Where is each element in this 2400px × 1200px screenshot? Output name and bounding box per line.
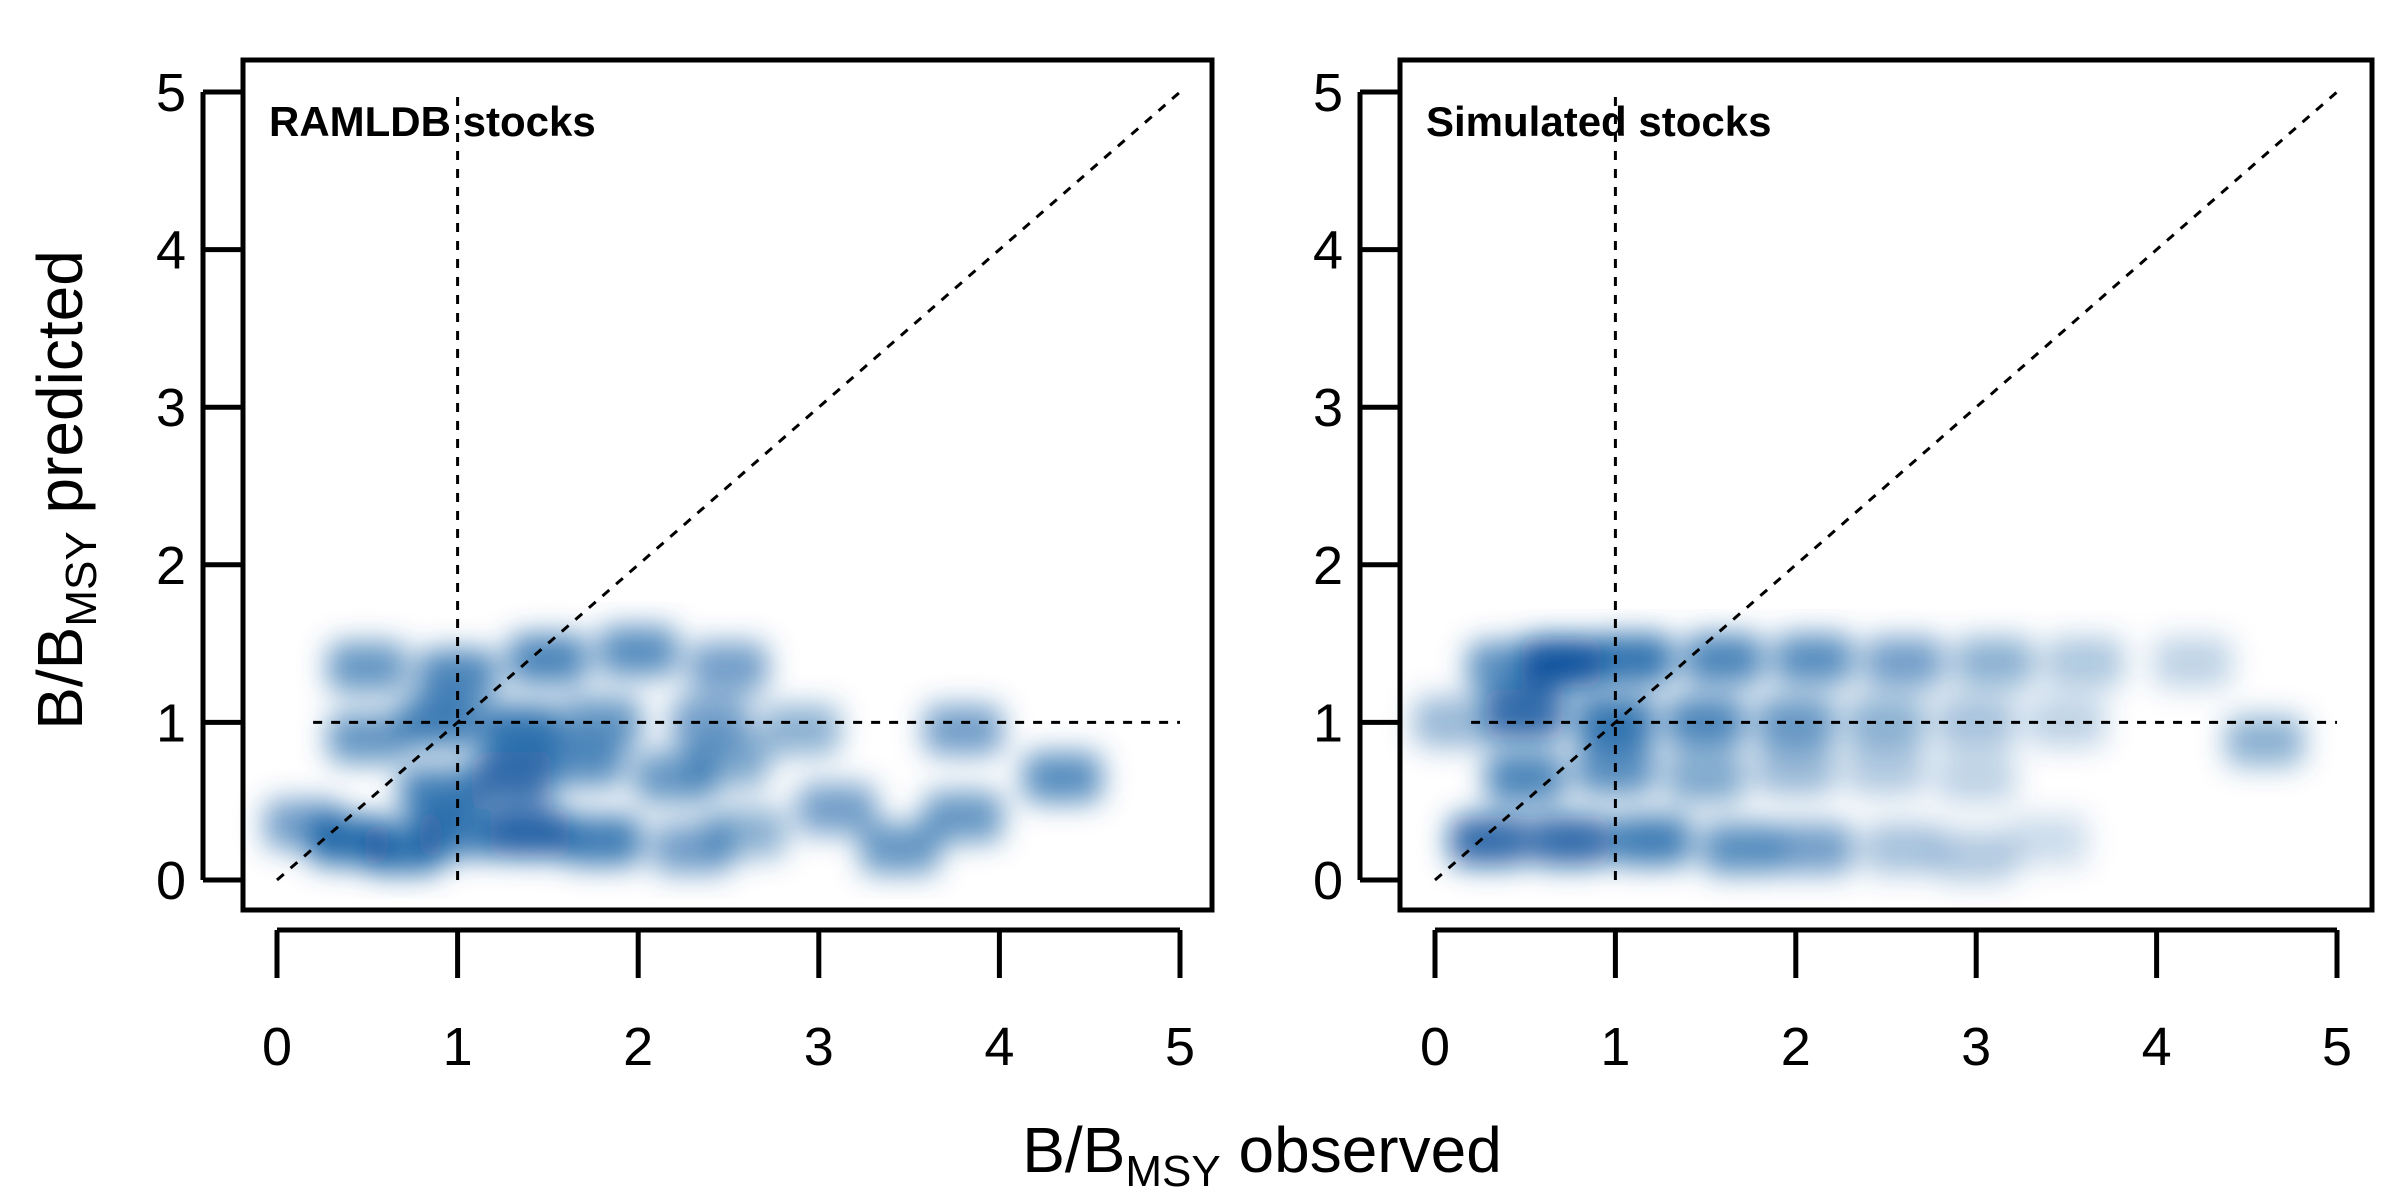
- density-cell: [1756, 744, 1836, 795]
- x-tick-label: 3: [804, 1017, 834, 1077]
- density-cell: [472, 752, 552, 803]
- y-tick-label: 5: [1313, 63, 1343, 123]
- y-tick-label: 1: [156, 693, 186, 753]
- density-cell: [1467, 642, 1547, 693]
- y-axis-title-subscript: MSY: [57, 531, 106, 626]
- x-axis-title-main: B/B: [1022, 1114, 1125, 1186]
- density-cell: [706, 807, 787, 858]
- density-cell: [264, 799, 344, 851]
- y-axis-title-main: B/B: [24, 627, 96, 730]
- density-heatmap: [264, 626, 1103, 874]
- density-cell: [1665, 752, 1746, 803]
- density-cell: [544, 736, 624, 788]
- density-cell: [1954, 637, 2034, 688]
- density-cell: [508, 634, 588, 685]
- density-heatmap: [1413, 634, 2305, 882]
- density-cell: [1774, 634, 1854, 685]
- reference-lines: [1434, 90, 2338, 882]
- density-cell: [327, 712, 408, 764]
- y-tick-label: 2: [1313, 536, 1343, 596]
- density-cell: [1864, 637, 1944, 688]
- x-axis: 0 1 2 3 4 5: [1420, 927, 2352, 1077]
- x-axis-title: B/BMSY observed: [1022, 1114, 1502, 1196]
- density-cell: [761, 705, 841, 756]
- y-tick-label: 0: [1313, 851, 1343, 911]
- density-cell: [1864, 823, 1944, 874]
- x-tick-label: 1: [1600, 1017, 1630, 1077]
- y-tick-label: 2: [156, 536, 186, 596]
- density-cell: [417, 807, 498, 858]
- density-cell: [860, 823, 940, 874]
- density-cell: [562, 815, 642, 866]
- density-cell: [1530, 815, 1610, 866]
- density-cell: [490, 807, 570, 858]
- density-cell: [1701, 823, 1782, 874]
- y-tick-label: 4: [156, 221, 186, 281]
- density-cell: [923, 791, 1004, 843]
- density-cell: [688, 642, 769, 693]
- x-tick-label: 1: [443, 1017, 473, 1077]
- density-cell: [1022, 752, 1103, 803]
- x-tick-label: 4: [2142, 1017, 2172, 1077]
- plot-frame: [1397, 57, 2375, 913]
- x-tick-label: 0: [1420, 1017, 1450, 1077]
- density-cell: [1449, 815, 1529, 866]
- density-cell: [923, 705, 1004, 756]
- diagonal-reference-line: [1434, 90, 2338, 882]
- reference-lines: [276, 90, 1181, 882]
- density-cell: [2225, 716, 2305, 767]
- panel-title: RAMLDB stocks: [269, 98, 596, 145]
- plot-frame: [240, 57, 1215, 913]
- density-cell: [1846, 744, 1926, 795]
- y-tick-label: 3: [1313, 378, 1343, 438]
- y-tick-label: 0: [156, 851, 186, 911]
- density-cell: [1774, 823, 1854, 874]
- panel-ramldb: RAMLDB stocks 0 1 2 3 4 5 0 1 2 3 4 5: [156, 57, 1215, 1077]
- density-cell: [1485, 689, 1565, 740]
- density-cell: [2008, 815, 2089, 866]
- panel-simulated: Simulated stocks 0 1 2 3 4 5 0 1 2 3 4 5: [1313, 57, 2375, 1077]
- density-cell: [1936, 831, 2016, 882]
- density-cell: [1413, 697, 1493, 748]
- density-cell: [2044, 637, 2125, 688]
- density-cell: [1611, 815, 1692, 866]
- x-tick-label: 2: [623, 1017, 653, 1077]
- density-cell: [797, 783, 877, 835]
- density-cell: [1936, 752, 2016, 803]
- y-axis-title: B/BMSY predicted: [24, 250, 106, 730]
- x-tick-label: 0: [262, 1017, 292, 1077]
- density-cell: [481, 705, 561, 756]
- x-axis-title-rest: observed: [1221, 1114, 1502, 1186]
- y-tick-label: 5: [156, 63, 186, 123]
- x-tick-label: 4: [984, 1017, 1014, 1077]
- x-axis-title-subscript: MSY: [1125, 1147, 1220, 1196]
- density-cell: [1683, 634, 1764, 685]
- x-tick-label: 3: [1961, 1017, 1991, 1077]
- y-axis-title-rest: predicted: [24, 250, 96, 531]
- diagonal-reference-line: [276, 90, 1181, 882]
- x-axis: 0 1 2 3 4 5: [262, 927, 1195, 1077]
- density-cell: [399, 768, 480, 819]
- y-tick-label: 1: [1313, 693, 1343, 753]
- y-axis: 0 1 2 3 4 5: [1313, 63, 1400, 911]
- y-axis: 0 1 2 3 4 5: [156, 63, 243, 911]
- y-tick-label: 4: [1313, 221, 1343, 281]
- x-tick-label: 5: [1165, 1017, 1195, 1077]
- y-tick-label: 3: [156, 378, 186, 438]
- density-cell: [598, 626, 678, 677]
- panel-title: Simulated stocks: [1426, 98, 1771, 145]
- density-cell: [1593, 634, 1674, 685]
- density-cell: [2152, 637, 2233, 688]
- density-cell: [327, 642, 408, 693]
- x-tick-label: 2: [1781, 1017, 1811, 1077]
- x-tick-label: 5: [2322, 1017, 2352, 1077]
- density-cell: [688, 736, 769, 788]
- density-cell: [1485, 752, 1565, 803]
